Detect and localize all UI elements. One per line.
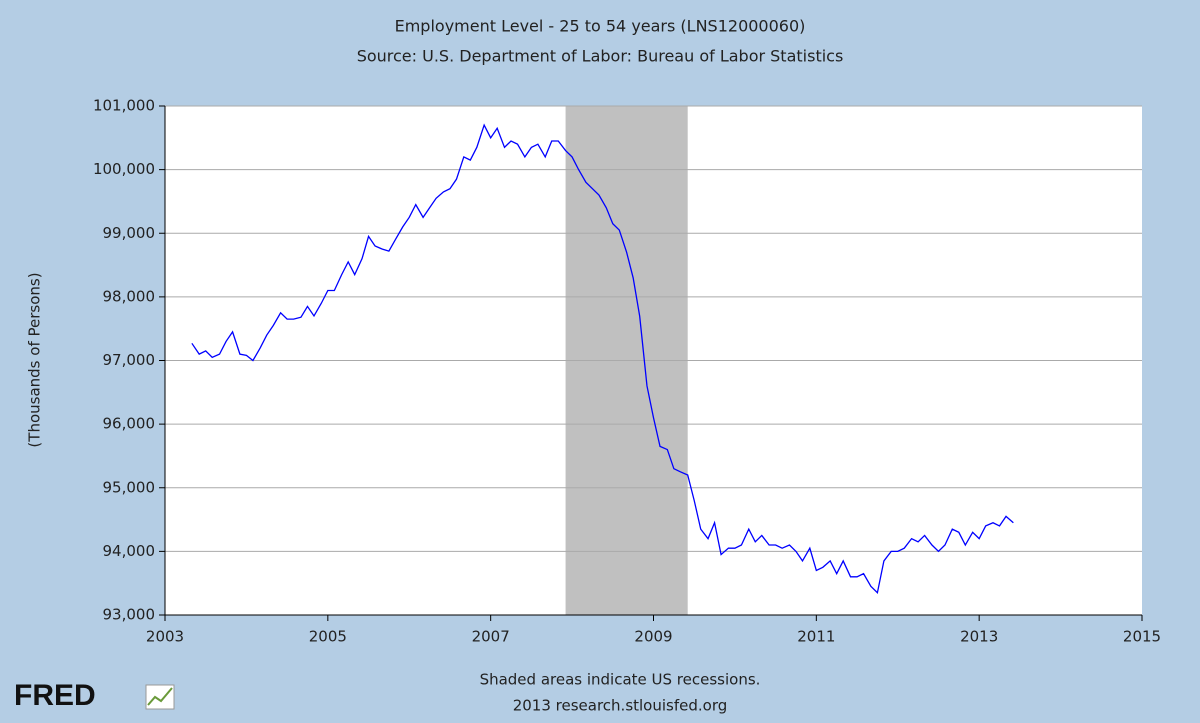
x-tick-label: 2011 (797, 628, 835, 646)
y-tick-label: 99,000 (103, 224, 156, 242)
source: 2013 research.stlouisfed.org (513, 697, 728, 715)
y-tick-label: 100,000 (93, 160, 155, 178)
logo-icon (145, 684, 175, 710)
logo: FRED (14, 679, 96, 712)
x-tick-label: 2013 (960, 628, 998, 646)
note: Shaded areas indicate US recessions. (480, 671, 761, 689)
x-tick-label: 2007 (472, 628, 510, 646)
y-tick-label: 95,000 (103, 478, 156, 496)
y-tick-label: 97,000 (103, 351, 156, 369)
data-line (191, 123, 1014, 595)
y-tick-label: 93,000 (103, 606, 156, 624)
y-tick-label: 96,000 (103, 415, 156, 433)
x-tick-label: 2009 (634, 628, 672, 646)
chart-title: Employment Level - 25 to 54 years (LNS12… (395, 17, 806, 36)
y-axis-label: (Thousands of Persons) (26, 272, 44, 447)
y-tick-label: 101,000 (93, 97, 155, 115)
x-tick-label: 2003 (146, 628, 184, 646)
y-tick-label: 98,000 (103, 287, 156, 305)
chart-subtitle: Source: U.S. Department of Labor: Bureau… (357, 47, 844, 66)
y-tick-label: 94,000 (103, 542, 156, 560)
x-tick-label: 2005 (309, 628, 347, 646)
x-tick-label: 2015 (1123, 628, 1161, 646)
